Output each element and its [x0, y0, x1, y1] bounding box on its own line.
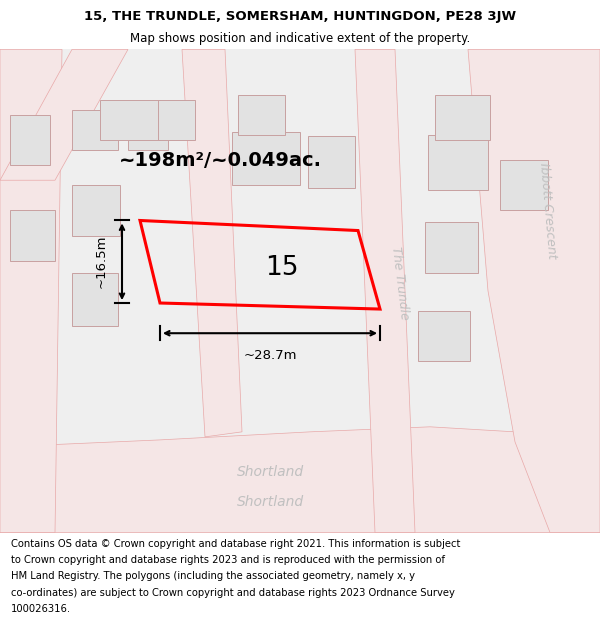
Bar: [128, 112, 168, 150]
Bar: [238, 94, 285, 135]
Bar: [10, 115, 50, 165]
Text: 100026316.: 100026316.: [11, 604, 71, 614]
Text: Contains OS data © Crown copyright and database right 2021. This information is : Contains OS data © Crown copyright and d…: [11, 539, 460, 549]
Text: 15: 15: [265, 255, 298, 281]
Polygon shape: [355, 49, 415, 532]
Bar: [10, 211, 55, 261]
Text: HM Land Registry. The polygons (including the associated geometry, namely x, y: HM Land Registry. The polygons (includin…: [11, 571, 415, 581]
Bar: [435, 94, 490, 140]
Text: ~16.5m: ~16.5m: [95, 235, 108, 289]
Text: Map shows position and indicative extent of the property.: Map shows position and indicative extent…: [130, 32, 470, 45]
Text: The Trundle: The Trundle: [389, 246, 411, 321]
Text: 15, THE TRUNDLE, SOMERSHAM, HUNTINGDON, PE28 3JW: 15, THE TRUNDLE, SOMERSHAM, HUNTINGDON, …: [84, 10, 516, 23]
Polygon shape: [0, 49, 600, 532]
Bar: [72, 273, 118, 326]
Bar: [418, 311, 470, 361]
Bar: [500, 160, 548, 211]
Text: ~198m²/~0.049ac.: ~198m²/~0.049ac.: [119, 151, 322, 169]
Bar: [72, 110, 118, 150]
Text: Ibbott Crescent: Ibbott Crescent: [538, 162, 559, 259]
Text: co-ordinates) are subject to Crown copyright and database rights 2023 Ordnance S: co-ordinates) are subject to Crown copyr…: [11, 588, 455, 598]
Polygon shape: [0, 427, 600, 532]
Bar: [232, 132, 300, 185]
Bar: [308, 136, 355, 188]
Polygon shape: [0, 49, 62, 532]
Polygon shape: [468, 49, 600, 532]
Bar: [428, 135, 488, 190]
Polygon shape: [182, 49, 242, 437]
Bar: [100, 100, 160, 140]
Text: ~28.7m: ~28.7m: [243, 349, 297, 362]
Text: Shortland: Shortland: [236, 465, 304, 479]
Text: Shortland: Shortland: [236, 495, 304, 509]
Polygon shape: [0, 49, 128, 180]
Bar: [72, 185, 120, 236]
Bar: [158, 100, 195, 140]
Text: to Crown copyright and database rights 2023 and is reproduced with the permissio: to Crown copyright and database rights 2…: [11, 555, 445, 565]
Bar: [425, 222, 478, 273]
